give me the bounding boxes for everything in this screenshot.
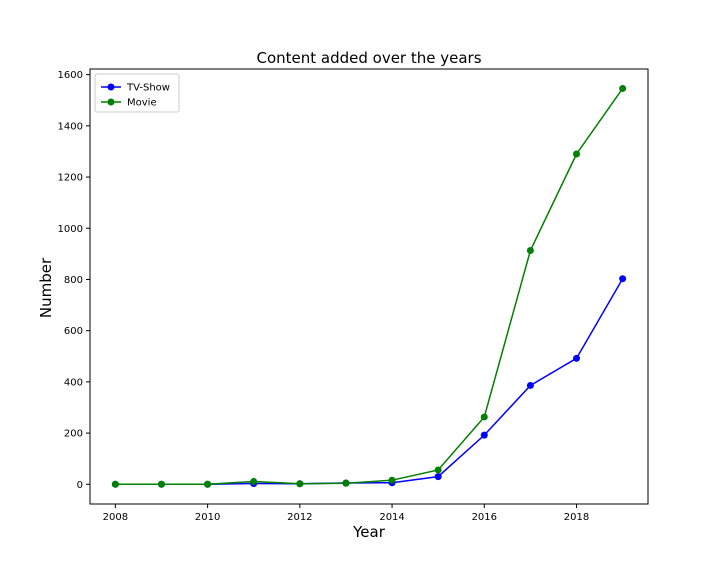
data-point	[342, 479, 350, 487]
series-line	[115, 278, 624, 486]
y-axis-label: Number	[37, 257, 55, 318]
data-point	[573, 150, 581, 158]
data-point	[619, 84, 627, 92]
data-point	[388, 476, 396, 484]
y-tick-label: 1000	[58, 224, 83, 235]
data-point	[434, 473, 442, 481]
x-tick-label: 2008	[103, 512, 128, 523]
data-point	[526, 247, 534, 255]
y-tick-label: 0	[77, 480, 83, 491]
y-tick-label: 600	[64, 326, 83, 337]
data-point	[573, 354, 581, 362]
chart-title: Content added over the years	[256, 49, 481, 67]
data-point	[434, 466, 442, 474]
legend-label: Movie	[127, 98, 157, 109]
y-tick-label: 400	[64, 377, 83, 388]
x-tick-label: 2010	[195, 512, 220, 523]
y-tick-label: 200	[64, 429, 83, 440]
legend-marker	[107, 83, 115, 91]
y-tick-label: 1400	[58, 121, 83, 132]
legend-marker	[107, 98, 115, 106]
y-tick-label: 1600	[58, 70, 83, 81]
series-movie	[111, 84, 627, 488]
series-tv-show	[111, 275, 627, 488]
x-tick-label: 2014	[379, 512, 404, 523]
data-point	[111, 480, 119, 488]
data-point	[619, 275, 627, 283]
series-line	[115, 88, 624, 486]
x-tick-label: 2016	[472, 512, 497, 523]
data-point	[480, 431, 488, 439]
x-axis-ticks: 2008 2010 2012 2014 2016 2018	[103, 504, 589, 523]
data-point	[526, 381, 534, 389]
plot-frame	[89, 68, 649, 505]
y-axis-ticks: 0 200 400 600 800 1000 1200 1400 1600	[58, 70, 90, 491]
x-axis-label: Year	[352, 523, 386, 541]
data-point	[157, 480, 165, 488]
data-point	[296, 480, 304, 488]
x-tick-label: 2018	[564, 512, 589, 523]
y-tick-label: 1200	[58, 173, 83, 184]
y-tick-label: 800	[64, 275, 83, 286]
data-point	[480, 413, 488, 421]
x-tick-label: 2012	[287, 512, 312, 523]
series-layer	[111, 84, 627, 488]
data-point	[204, 480, 212, 488]
legend: TV-Show Movie	[94, 73, 180, 113]
data-point	[250, 477, 258, 485]
legend-label: TV-Show	[126, 83, 170, 94]
